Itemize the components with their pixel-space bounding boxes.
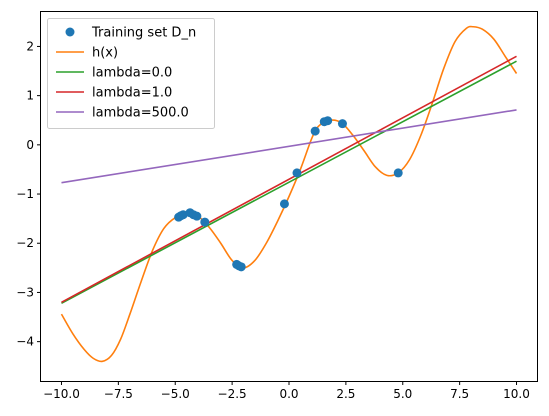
training-point xyxy=(178,210,188,220)
series-line-lambda-0-0 xyxy=(61,60,517,304)
y-tick-label: −2 xyxy=(16,236,34,250)
legend-label: lambda=0.0 xyxy=(92,66,172,81)
training-point xyxy=(192,211,202,221)
x-tick-label: 10.0 xyxy=(503,387,530,401)
h-x-curve xyxy=(60,25,518,363)
training-point xyxy=(337,119,347,129)
training-point xyxy=(279,199,289,209)
legend-label: Training set D_n xyxy=(91,26,196,41)
y-tick-label: 0 xyxy=(26,138,34,152)
y-axis-ticks: −4 −3 −2 −1 0 1 2 xyxy=(16,39,41,349)
series-layer xyxy=(60,25,518,363)
training-point xyxy=(200,217,210,227)
training-point xyxy=(393,168,403,178)
training-point xyxy=(292,168,302,178)
x-tick-label: −7.5 xyxy=(104,387,133,401)
legend-label: lambda=1.0 xyxy=(92,86,172,101)
x-tick-label: 0.0 xyxy=(279,387,298,401)
legend-frame xyxy=(47,18,215,129)
training-point xyxy=(323,116,333,126)
training-point xyxy=(236,262,246,272)
legend-marker-training-set xyxy=(65,27,75,37)
legend-label: h(x) xyxy=(92,46,118,61)
legend: Training set D_n h(x) lambda=0.0 lambda=1.0… xyxy=(47,18,215,129)
x-tick-label: −10.0 xyxy=(43,387,80,401)
y-tick-label: 2 xyxy=(26,39,34,53)
x-tick-label: −2.5 xyxy=(218,387,247,401)
x-tick-label: 2.5 xyxy=(336,387,355,401)
series-line-lambda-500-0 xyxy=(61,109,517,184)
x-tick-label: −5.0 xyxy=(161,387,190,401)
series-line-lambda-1-0 xyxy=(61,55,517,303)
y-tick-label: −1 xyxy=(16,187,34,201)
legend-label: lambda=500.0 xyxy=(92,106,189,121)
x-axis-ticks: −10.0 −7.5 −5.0 −2.5 0.0 2.5 5.0 7.5 10.0 xyxy=(43,381,530,401)
training-point xyxy=(310,126,320,136)
x-tick-label: 7.5 xyxy=(450,387,469,401)
x-tick-label: 5.0 xyxy=(393,387,412,401)
y-tick-label: 1 xyxy=(26,89,34,103)
y-tick-label: −3 xyxy=(16,285,34,299)
y-tick-label: −4 xyxy=(16,335,34,349)
